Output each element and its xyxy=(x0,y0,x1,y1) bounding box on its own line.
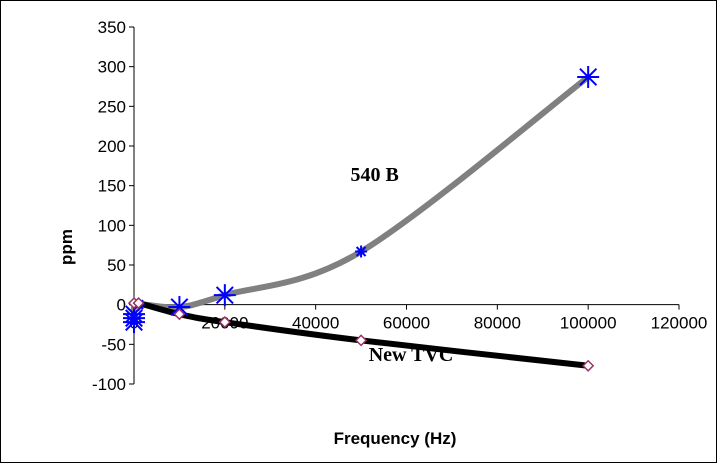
series-line-540b xyxy=(130,73,592,318)
y-tick-label: 0 xyxy=(117,296,126,315)
x-tick-label: 40000 xyxy=(292,314,339,333)
series-annotation: 540 B xyxy=(351,164,399,186)
diamond-marker xyxy=(132,297,145,310)
x-tick-label: 60000 xyxy=(383,314,430,333)
x-axis-title: Frequency (Hz) xyxy=(334,429,457,448)
diamond-marker xyxy=(218,316,231,329)
asterisk-marker xyxy=(577,65,600,88)
asterisk-marker xyxy=(213,284,236,307)
y-tick-label: 200 xyxy=(98,137,126,156)
series-annotation: New TVC xyxy=(369,344,454,366)
y-tick-label: 50 xyxy=(107,256,126,275)
y-tick-label: 300 xyxy=(98,58,126,77)
series-markers xyxy=(123,65,600,372)
asterisk-marker xyxy=(355,245,368,258)
diamond-marker xyxy=(355,334,368,347)
diamond-marker xyxy=(173,308,186,321)
x-tick-label: 120000 xyxy=(651,314,708,333)
y-tick-label: -100 xyxy=(92,375,126,394)
y-tick-label: 250 xyxy=(98,97,126,116)
y-tick-label: 150 xyxy=(98,177,126,196)
annotations: 540 B New TVC xyxy=(351,164,454,366)
y-tick-label: 100 xyxy=(98,216,126,235)
series-line-new-tvc xyxy=(130,299,592,369)
x-tick-label: 100000 xyxy=(560,314,617,333)
y-tick-label: 350 xyxy=(98,18,126,37)
tick-labels: -100-50050100150200250300350020000400006… xyxy=(92,18,707,394)
y-axis-title: ppm xyxy=(57,229,76,265)
y-tick-label: -50 xyxy=(101,335,126,354)
diamond-marker xyxy=(582,359,595,372)
x-tick-label: 80000 xyxy=(474,314,521,333)
